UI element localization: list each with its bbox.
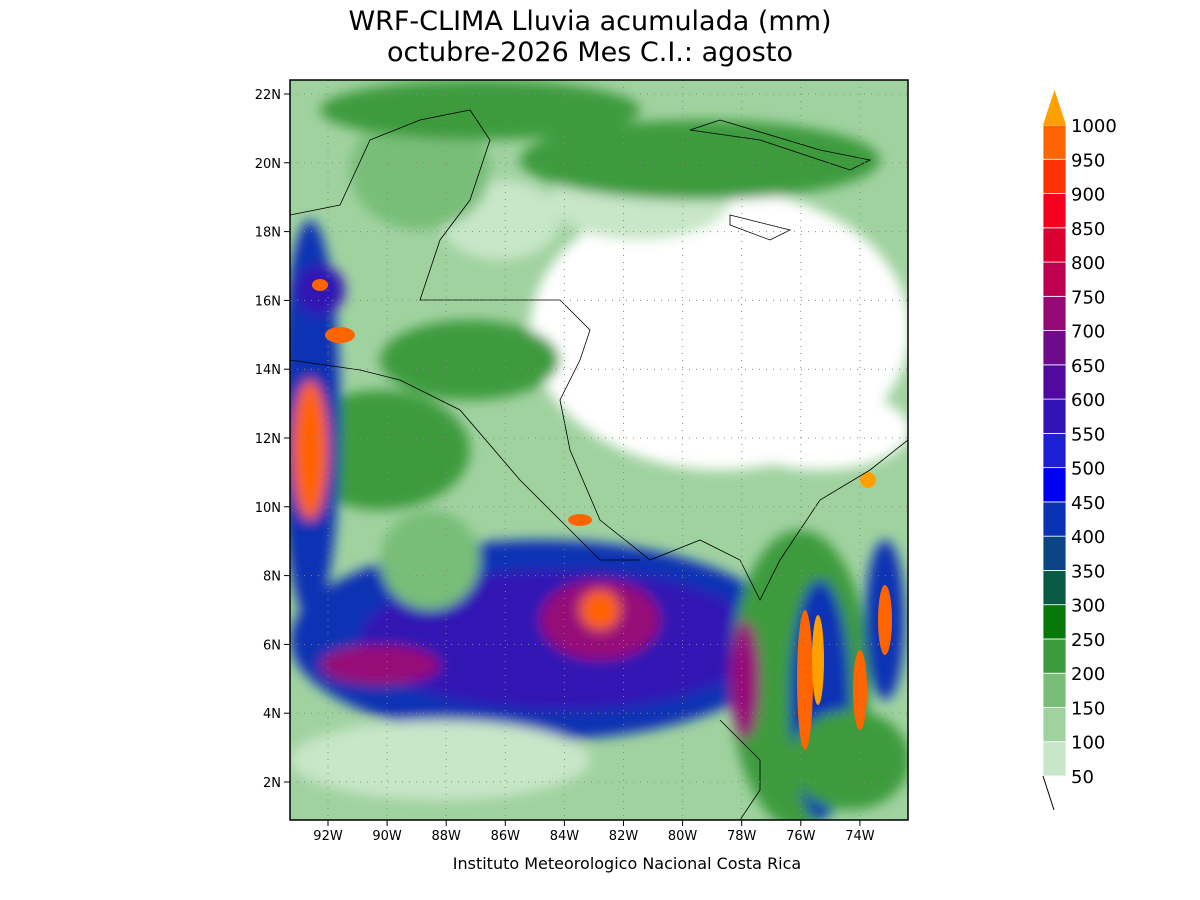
rain-field	[290, 80, 908, 820]
map-frame	[289, 79, 909, 821]
lat-label: 18N	[255, 226, 281, 241]
lon-label: 92W	[313, 829, 343, 844]
colorbar-label: 1000	[1071, 116, 1117, 137]
colorbar-swatch	[1042, 501, 1067, 537]
lat-label: 14N	[255, 363, 281, 378]
lat-label: 8N	[263, 570, 281, 585]
colorbar-label: 950	[1071, 150, 1105, 171]
colorbar-swatch	[1042, 638, 1067, 674]
colorbar-label: 700	[1071, 322, 1105, 343]
colorbar-label: 150	[1071, 698, 1105, 719]
lon-label: 82W	[609, 829, 639, 844]
lon-label: 78W	[727, 829, 757, 844]
colorbar-swatch	[1042, 158, 1067, 194]
colorbar-label: 350	[1071, 561, 1105, 582]
lat-label: 2N	[263, 776, 281, 791]
colorbar-label: 100	[1071, 733, 1105, 754]
lon-label: 84W	[550, 829, 580, 844]
colorbar-label: 600	[1071, 390, 1105, 411]
lat-label: 16N	[255, 294, 281, 309]
lon-label: 76W	[786, 829, 816, 844]
colorbar-swatch	[1042, 364, 1067, 400]
colorbar-label: 650	[1071, 356, 1105, 377]
lon-label: 90W	[372, 829, 402, 844]
lat-label: 12N	[255, 432, 281, 447]
colorbar-label: 300	[1071, 596, 1105, 617]
colorbar-label: 200	[1071, 664, 1105, 685]
colorbar-label: 450	[1071, 493, 1105, 514]
colorbar: 50 100 150 200 250 300 350 400 450 500 550 600 650 70…	[1042, 90, 1117, 811]
title-line: WRF-CLIMA Lluvia acumulada (mm)	[348, 6, 831, 37]
colorbar-swatch	[1042, 535, 1067, 571]
colorbar-underflow	[1042, 775, 1055, 811]
colorbar-label: 400	[1071, 527, 1105, 548]
colorbar-label: 850	[1071, 219, 1105, 240]
colorbar-label: 50	[1071, 767, 1094, 788]
lon-label: 86W	[491, 829, 521, 844]
colorbar-label: 500	[1071, 459, 1105, 480]
lat-label: 22N	[255, 88, 281, 103]
colorbar-label: 750	[1071, 287, 1105, 308]
colorbar-overflow	[1043, 90, 1066, 125]
lon-label: 80W	[668, 829, 698, 844]
colorbar-swatch	[1042, 604, 1067, 640]
colorbar-label: 250	[1071, 630, 1105, 651]
colorbar-swatch	[1042, 707, 1067, 743]
footer: Instituto Meteorologico Nacional Costa R…	[453, 854, 801, 873]
colorbar-swatch	[1042, 124, 1067, 160]
colorbar-label: 800	[1071, 253, 1105, 274]
colorbar-swatch	[1042, 330, 1067, 366]
colorbar-swatch	[1042, 672, 1067, 708]
lon-label: 74W	[845, 829, 875, 844]
colorbar-swatch	[1042, 432, 1067, 469]
colorbar-swatch	[1042, 467, 1067, 503]
lat-label: 6N	[263, 638, 281, 653]
colorbar-swatch	[1042, 193, 1067, 229]
lat-label: 10N	[255, 501, 281, 516]
lat-label: 4N	[263, 707, 281, 722]
colorbar-label: 900	[1071, 185, 1105, 206]
colorbar-label: 550	[1071, 424, 1105, 445]
lon-label: 88W	[431, 829, 461, 844]
colorbar-swatch	[1042, 227, 1067, 263]
colorbar-swatch	[1042, 295, 1067, 331]
colorbar-swatch	[1042, 398, 1067, 434]
title-line: octubre-2026 Mes C.I.: agosto	[387, 37, 793, 68]
colorbar-swatch	[1042, 570, 1067, 606]
lat-label: 20N	[255, 157, 281, 172]
colorbar-swatch	[1042, 741, 1067, 777]
colorbar-swatch	[1042, 261, 1067, 297]
graticule: 22N 20N 18N 16N 14N 12N 10N 8N 6N 4N 2N 92W 90W 88W 86…	[255, 80, 908, 844]
